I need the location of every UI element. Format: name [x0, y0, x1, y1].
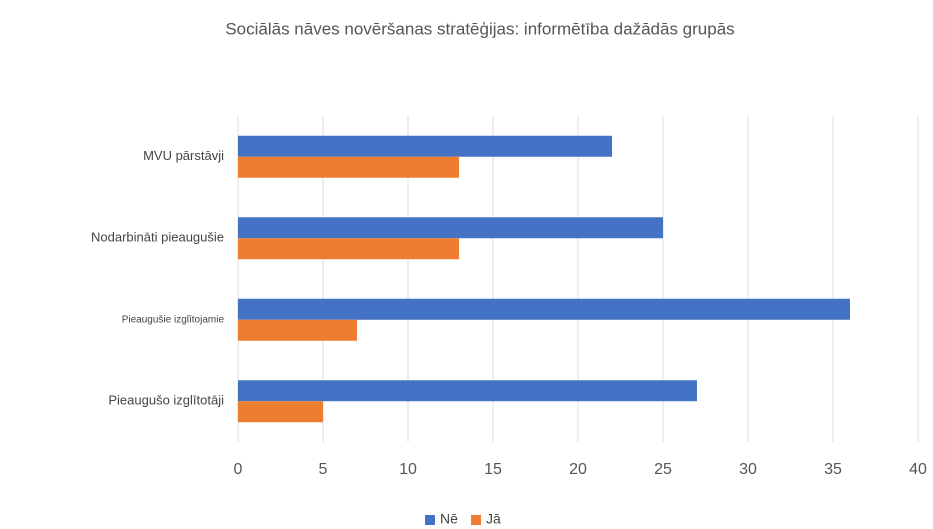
y-tick-label: Nodarbināti pieaugušie [91, 230, 224, 245]
x-tick-label: 0 [234, 461, 243, 478]
x-tick-label: 10 [399, 461, 417, 478]
bar [238, 380, 697, 402]
x-tick-label: 25 [654, 461, 672, 478]
chart-title: Sociālās nāves novēršanas stratēģijas: i… [225, 19, 734, 38]
x-tick-label: 35 [824, 461, 842, 478]
x-tick-label: 30 [739, 461, 757, 478]
bar [238, 217, 663, 239]
x-tick-label: 15 [484, 461, 502, 478]
legend-swatch [471, 515, 481, 525]
legend-label: Jā [486, 511, 501, 527]
bar [238, 156, 459, 178]
bar [238, 135, 612, 157]
bar [238, 319, 357, 341]
y-tick-label: MVU pārstāvji [143, 148, 224, 163]
x-tick-label: 20 [569, 461, 587, 478]
bar [238, 401, 323, 423]
bar [238, 238, 459, 260]
y-tick-label: Pieaugušie izglītojamie [122, 314, 225, 325]
bar [238, 298, 850, 320]
y-tick-label: Pieaugušo izglītotāji [108, 393, 224, 408]
x-tick-label: 5 [319, 461, 328, 478]
x-tick-label: 40 [909, 461, 927, 478]
legend-label: Nē [440, 511, 458, 527]
legend-swatch [425, 515, 435, 525]
